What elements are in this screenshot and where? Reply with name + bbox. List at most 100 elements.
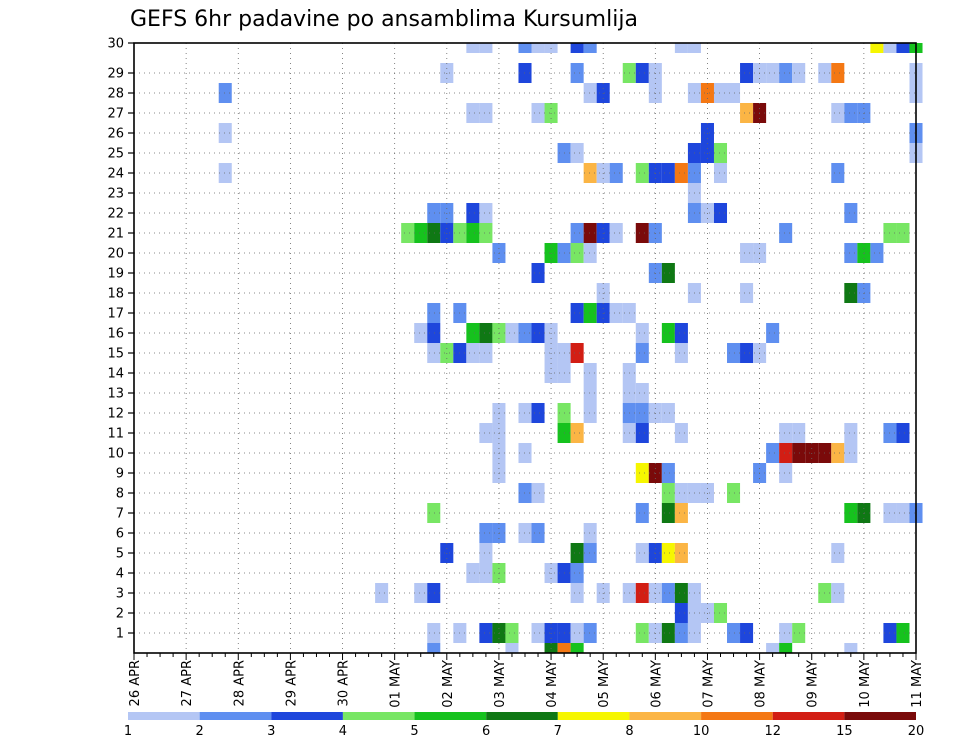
heatmap-cell: [779, 223, 793, 243]
heatmap-cell: [570, 43, 584, 53]
heatmap-cell: [661, 543, 675, 563]
x-tick-label: 05 MAY: [597, 660, 612, 708]
heatmap-cell: [531, 323, 545, 343]
heatmap-cell: [635, 583, 649, 603]
heatmap-cell: [427, 643, 441, 653]
heatmap-cell: [427, 343, 441, 363]
heatmap-cell: [427, 303, 441, 323]
y-tick-label: 21: [107, 227, 124, 242]
colorbar-tick-label: 15: [836, 724, 853, 739]
x-tick-label: 08 MAY: [754, 660, 769, 708]
heatmap-cell: [531, 263, 545, 283]
heatmap-cell: [466, 103, 480, 123]
heatmap-cell: [792, 63, 806, 83]
heatmap-cell: [713, 203, 728, 223]
colorbar-tick-label: 5: [410, 724, 418, 739]
colorbar: 1 2 3 4 5 6 7 8 10 12 15 20: [124, 712, 924, 739]
colorbar-tick-label: 6: [482, 724, 490, 739]
heatmap-cell: [427, 583, 441, 603]
heatmap-cell: [740, 63, 754, 83]
heatmap-cell: [844, 443, 858, 463]
heatmap-cell: [570, 303, 584, 323]
heatmap-cell: [570, 563, 584, 583]
heatmap-cell: [466, 223, 480, 243]
y-tick-label: 24: [107, 167, 124, 182]
heatmap-cell: [779, 623, 793, 643]
y-tick-label: 13: [107, 387, 124, 402]
grid-lines: [134, 43, 916, 653]
colorbar-tick-label: 3: [267, 724, 275, 739]
heatmap-cell: [674, 163, 688, 183]
heatmap-cell: [375, 583, 389, 603]
heatmap-cell: [466, 323, 480, 343]
heatmap-cell: [570, 63, 584, 83]
y-tick-label: 15: [107, 347, 124, 362]
y-tick-label: 2: [116, 607, 124, 622]
heatmap-cell: [427, 223, 441, 243]
x-tick-label: 07 MAY: [701, 660, 716, 708]
heatmap-cell: [570, 583, 584, 603]
heatmap-cell: [896, 43, 910, 53]
heatmap-cell: [740, 343, 754, 363]
y-tick-label: 17: [107, 307, 124, 322]
heatmap-cell: [844, 243, 858, 263]
heatmap-cell: [674, 483, 688, 503]
heatmap-cell: [727, 483, 741, 503]
heatmap-cell: [505, 323, 519, 343]
heatmap-cell: [740, 623, 754, 643]
heatmap-cell: [831, 583, 845, 603]
heatmap-cell: [531, 43, 545, 53]
heatmap-cell: [831, 443, 845, 463]
heatmap-cell: [844, 103, 858, 123]
plot-frame: [133, 42, 917, 654]
colorbar-segment: [199, 712, 272, 720]
heatmap-cell: [570, 243, 584, 263]
heatmap-cell: [792, 623, 806, 643]
x-tick-label: 28 APR: [232, 660, 247, 706]
heatmap-cell: [844, 503, 858, 523]
heatmap-cell: [427, 203, 441, 223]
heatmap-cell: [831, 163, 845, 183]
y-tick-label: 1: [116, 627, 124, 642]
heatmap-cell: [505, 623, 519, 643]
colorbar-tick-label: 8: [625, 724, 633, 739]
heatmap-cell: [635, 463, 649, 483]
heatmap-cell: [896, 503, 910, 523]
heatmap-cell: [766, 443, 780, 463]
heatmap-cell: [479, 343, 493, 363]
y-tick-label: 11: [107, 427, 124, 442]
x-tick-label: 29 APR: [284, 660, 299, 706]
heatmap-cell: [531, 623, 545, 643]
y-tick-label: 3: [116, 587, 124, 602]
y-tick-label: 12: [107, 407, 124, 422]
colorbar-tick-label: 20: [908, 724, 925, 739]
colorbar-segment: [701, 712, 773, 720]
heatmap-cell: [570, 643, 584, 653]
heatmap-cell: [479, 423, 493, 443]
heatmap-cell: [831, 103, 845, 123]
colorbar-segment: [772, 712, 845, 720]
heatmap-cell: [609, 223, 623, 243]
heatmap-cell: [635, 223, 649, 243]
heatmap-cell: [583, 523, 597, 543]
heatmap-cell: [414, 323, 428, 343]
heatmap-cell: [661, 403, 675, 423]
y-tick-label: 5: [116, 547, 124, 562]
heatmap-cell: [674, 423, 688, 443]
heatmap-cell: [466, 563, 480, 583]
heatmap-cell: [414, 223, 428, 243]
heatmap-cell: [570, 343, 584, 363]
heatmap-cell: [635, 383, 649, 403]
heatmap-cell: [466, 43, 480, 53]
heatmap-cell: [674, 343, 688, 363]
y-tick-label: 30: [107, 37, 124, 52]
y-tick-label: 22: [107, 207, 124, 222]
colorbar-segment: [128, 712, 200, 720]
heatmap-cell: [635, 323, 649, 343]
colorbar-tick-label: 1: [124, 724, 132, 739]
heatmap-cell: [844, 283, 858, 303]
heatmap-cells: [218, 43, 923, 653]
heatmap-cell: [531, 103, 545, 123]
heatmap-cell: [218, 163, 232, 183]
